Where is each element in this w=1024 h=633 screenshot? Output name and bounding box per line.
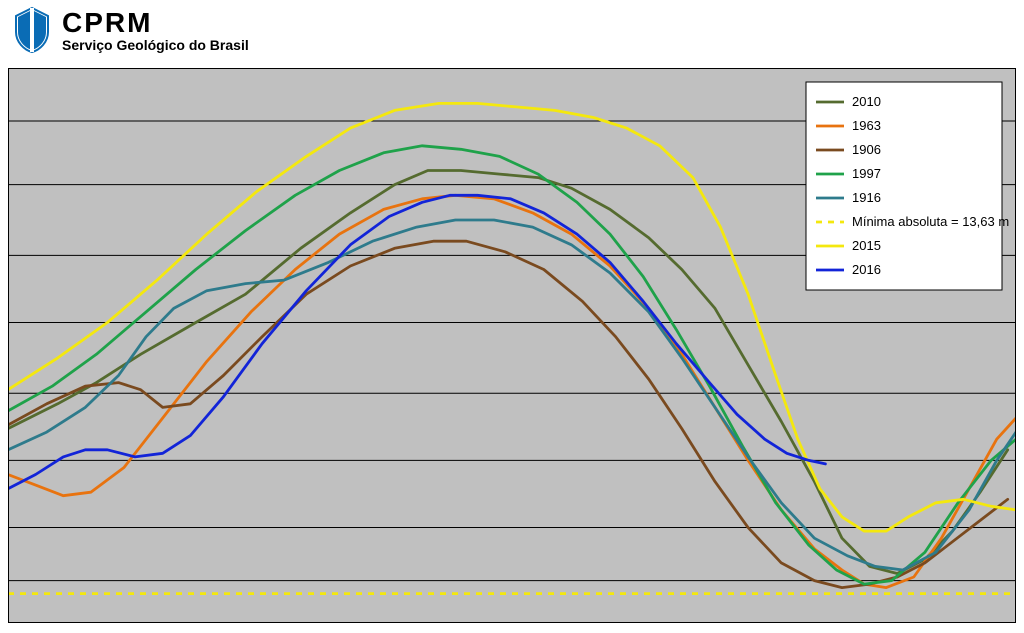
logo-brand-text: CPRM	[62, 7, 249, 39]
logo-icon	[10, 6, 54, 54]
logo-tagline-text: Serviço Geológico do Brasil	[62, 37, 249, 53]
svg-text:1997: 1997	[852, 166, 881, 181]
line-chart: 2010 1963 1906 1997 1916 Mínima absoluta = 13…	[8, 68, 1016, 628]
svg-text:1963: 1963	[852, 118, 881, 133]
svg-text:2015: 2015	[852, 238, 881, 253]
brand-logo: CPRM Serviço Geológico do Brasil	[10, 6, 249, 54]
legend: 2010 1963 1906 1997 1916 Mínima absoluta = 13…	[806, 82, 1009, 290]
svg-text:Mínima absoluta = 13,63 m: Mínima absoluta = 13,63 m	[852, 214, 1009, 229]
svg-text:1916: 1916	[852, 190, 881, 205]
svg-text:2010: 2010	[852, 94, 881, 109]
svg-text:2016: 2016	[852, 262, 881, 277]
svg-text:1906: 1906	[852, 142, 881, 157]
